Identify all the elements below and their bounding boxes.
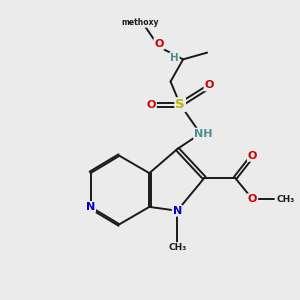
Text: H: H [170, 53, 179, 63]
Text: O: O [248, 194, 257, 204]
Text: S: S [176, 98, 185, 111]
Text: CH₃: CH₃ [168, 243, 186, 252]
Text: NH: NH [194, 129, 213, 139]
Text: CH₃: CH₃ [277, 195, 295, 204]
Text: O: O [248, 151, 257, 161]
Text: N: N [173, 206, 182, 216]
Text: O: O [154, 39, 164, 49]
Text: O: O [147, 100, 156, 110]
Text: O: O [204, 80, 214, 90]
Text: methoxy: methoxy [122, 18, 159, 27]
Text: N: N [86, 202, 95, 212]
